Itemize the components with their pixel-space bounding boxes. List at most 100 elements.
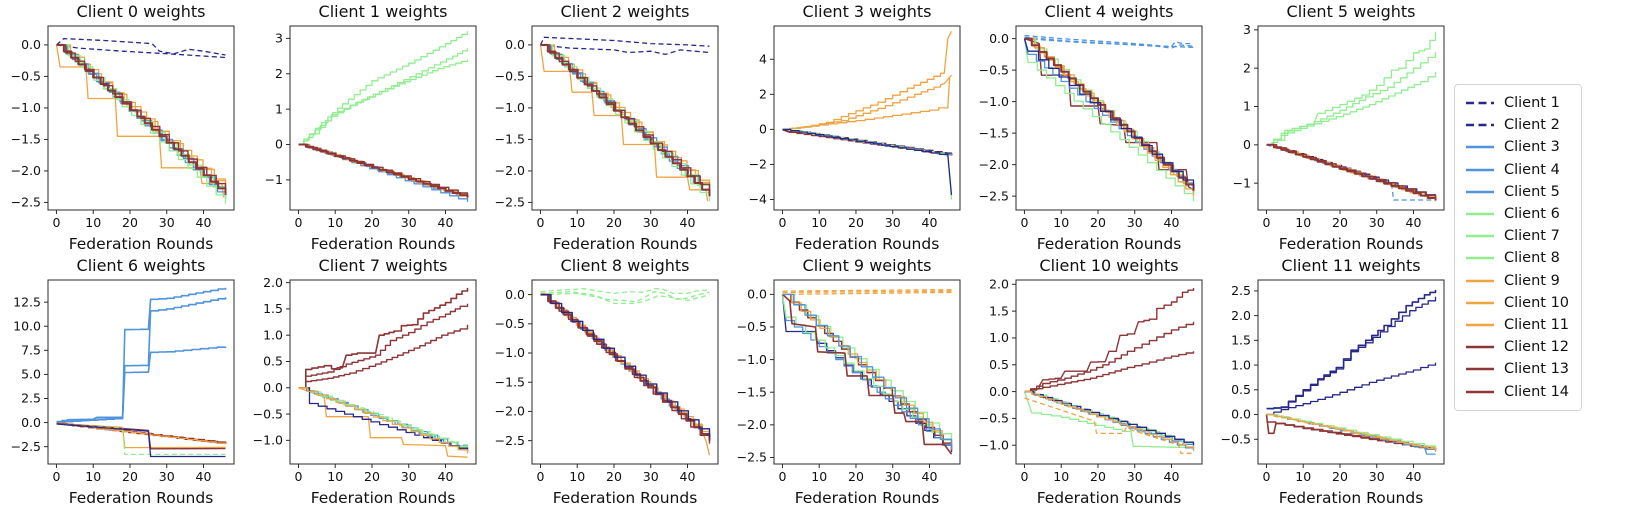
svg-text:0: 0 <box>1262 469 1270 484</box>
svg-text:2: 2 <box>275 66 283 81</box>
svg-text:−2.5: −2.5 <box>11 439 41 454</box>
plot-border <box>1015 279 1203 465</box>
legend-label: Client 10 <box>1504 294 1570 311</box>
svg-text:0: 0 <box>536 215 544 230</box>
chart-title: Client 11 weights <box>1281 256 1420 275</box>
chart-client-2: 0 10 20 30 40 0.0 −0.5 −1.0 −1.5 −2.0 −2.5 Client 2… <box>484 2 726 256</box>
legend-swatch-icon <box>1466 235 1494 238</box>
svg-text:10: 10 <box>1053 215 1069 230</box>
svg-text:40: 40 <box>438 469 454 484</box>
svg-text:−0.5: −0.5 <box>1221 431 1251 446</box>
legend-label: Client 12 <box>1504 339 1570 356</box>
plot-client-2: 0 10 20 30 40 0.0 −0.5 −1.0 −1.5 −2.0 −2.5 Client 2… <box>495 2 719 253</box>
chart-client-0: 0 10 20 30 40 0.0 −0.5 −1.0 −1.5 −2.0 −2.5 Client 0… <box>0 2 242 256</box>
svg-text:20: 20 <box>1332 469 1348 484</box>
svg-text:−1.5: −1.5 <box>737 384 767 399</box>
x-axis-label: Federation Rounds <box>1279 489 1424 507</box>
chart-title: Client 0 weights <box>77 2 206 21</box>
series-lines <box>1266 31 1437 202</box>
svg-text:20: 20 <box>122 469 138 484</box>
svg-text:−1: −1 <box>1233 175 1251 190</box>
legend-entry-client-9: Client 9 <box>1465 270 1569 292</box>
legend-swatch-icon <box>1466 345 1494 349</box>
x-axis-label: Federation Rounds <box>69 489 214 507</box>
legend-label: Client 8 <box>1504 250 1560 267</box>
chart-client-6: 0 10 20 30 40 12.5 10.0 7.5 5.0 2.5 0.0 −2.5 Client … <box>0 256 242 510</box>
axes: 0 10 20 30 40 12.5 10.0 7.5 5.0 2.5 0.0 −2.5 <box>11 294 212 484</box>
series-lines <box>55 37 227 204</box>
svg-text:−0.5: −0.5 <box>979 62 1009 77</box>
series-lines <box>1023 288 1195 454</box>
svg-text:10: 10 <box>1053 469 1069 484</box>
svg-text:0: 0 <box>294 215 302 230</box>
svg-text:10: 10 <box>85 215 101 230</box>
svg-text:−1.0: −1.0 <box>495 345 525 360</box>
svg-text:0.0: 0.0 <box>989 31 1009 46</box>
x-axis-label: Federation Rounds <box>1279 235 1424 253</box>
axes: 0 10 20 30 40 0.0 −0.5 −1.0 −1.5 −2.0 −2.5 <box>979 31 1180 230</box>
chart-title: Client 8 weights <box>561 256 690 275</box>
series-lines <box>781 289 953 455</box>
chart-title: Client 1 weights <box>319 2 448 21</box>
svg-text:40: 40 <box>1164 215 1180 230</box>
svg-text:0: 0 <box>294 469 302 484</box>
x-axis-label: Federation Rounds <box>553 235 698 253</box>
svg-text:40: 40 <box>196 215 212 230</box>
svg-text:30: 30 <box>159 215 175 230</box>
svg-text:0.0: 0.0 <box>21 415 41 430</box>
plot-border <box>289 279 477 465</box>
svg-text:30: 30 <box>885 469 901 484</box>
legend-entry-client-14: Client 14 <box>1465 380 1569 402</box>
svg-text:30: 30 <box>401 469 417 484</box>
plot-border <box>289 25 477 211</box>
series-lines <box>782 31 953 200</box>
plot-border <box>47 25 235 211</box>
svg-text:0: 0 <box>52 215 60 230</box>
legend-label: Client 13 <box>1504 361 1570 378</box>
svg-text:1.0: 1.0 <box>1231 357 1251 372</box>
series-lines <box>298 31 469 202</box>
plot-client-10: 0 10 20 30 40 2.0 1.5 1.0 0.5 0.0 −0.5 −1.0 Client 1… <box>979 256 1203 507</box>
plot-client-0: 0 10 20 30 40 0.0 −0.5 −1.0 −1.5 −2.0 −2.5 Client 0… <box>11 2 235 253</box>
legend-swatch-icon <box>1466 323 1494 327</box>
legend-label: Client 3 <box>1504 139 1560 156</box>
plot-border <box>1257 279 1445 465</box>
svg-text:2.5: 2.5 <box>1231 283 1251 298</box>
svg-text:20: 20 <box>1090 215 1106 230</box>
svg-text:0: 0 <box>1243 137 1251 152</box>
series-lines <box>539 36 711 202</box>
legend-swatch-icon <box>1466 124 1494 127</box>
legend-label: Client 9 <box>1504 272 1560 289</box>
svg-text:40: 40 <box>1406 215 1422 230</box>
svg-text:−1.0: −1.0 <box>253 433 283 448</box>
x-axis-label: Federation Rounds <box>1037 489 1182 507</box>
svg-text:−1.0: −1.0 <box>979 94 1009 109</box>
svg-text:−0.5: −0.5 <box>11 69 41 84</box>
svg-text:−0.5: −0.5 <box>253 406 283 421</box>
legend-entry-client-1: Client 1 <box>1465 92 1569 114</box>
chart-client-11: 0 10 20 30 40 2.5 2.0 1.5 1.0 0.5 0.0 −0.5 Client 11… <box>1210 256 1452 510</box>
svg-text:0: 0 <box>536 469 544 484</box>
chart-client-7: 0 10 20 30 40 2.0 1.5 1.0 0.5 0.0 −0.5 −1.0 Client 7… <box>242 256 484 510</box>
legend-entry-client-7: Client 7 <box>1465 225 1569 247</box>
svg-text:−1.5: −1.5 <box>495 132 525 147</box>
legend-entry-client-13: Client 13 <box>1465 358 1569 380</box>
svg-text:40: 40 <box>922 215 938 230</box>
svg-text:40: 40 <box>680 469 696 484</box>
svg-text:1: 1 <box>1243 99 1251 114</box>
svg-text:12.5: 12.5 <box>13 294 41 309</box>
legend-label: Client 6 <box>1504 206 1560 223</box>
chart-title: Client 6 weights <box>77 256 206 275</box>
svg-text:10: 10 <box>1295 215 1311 230</box>
svg-text:40: 40 <box>680 215 696 230</box>
chart-title: Client 3 weights <box>803 2 932 21</box>
svg-text:−2.0: −2.0 <box>495 163 525 178</box>
chart-client-10: 0 10 20 30 40 2.0 1.5 1.0 0.5 0.0 −0.5 −1.0 Client 1… <box>968 256 1210 510</box>
svg-text:1.5: 1.5 <box>263 301 283 316</box>
plot-border <box>773 279 961 465</box>
svg-text:−1.5: −1.5 <box>979 125 1009 140</box>
svg-text:40: 40 <box>1164 469 1180 484</box>
plot-border <box>47 279 235 465</box>
